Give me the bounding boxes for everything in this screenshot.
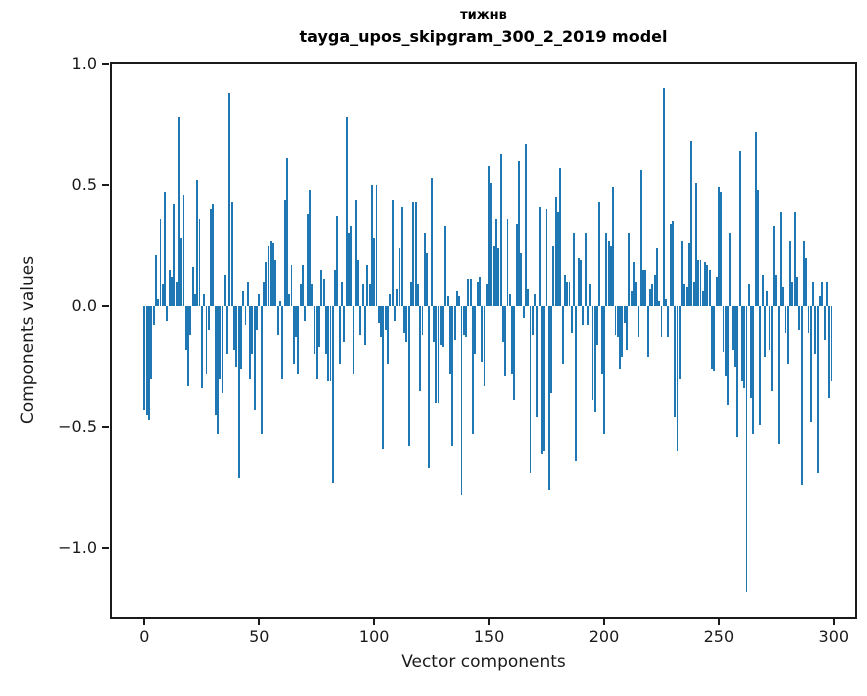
- y-tick-label: 1.0: [71, 54, 97, 73]
- x-tick-label: 300: [818, 627, 850, 646]
- y-tick-mark: [102, 184, 109, 186]
- x-tick-mark: [258, 618, 261, 625]
- chart-suptitle: тижнв: [460, 8, 507, 23]
- x-tick-mark: [603, 618, 605, 625]
- y-tick-mark: [102, 547, 109, 549]
- y-tick-mark: [102, 426, 109, 428]
- x-tick-label: 250: [703, 627, 735, 646]
- chart-title: tayga_upos_skipgram_300_2_2019 model: [299, 27, 668, 46]
- y-axis-label: Components values: [18, 255, 38, 425]
- y-tick-label: −0.5: [58, 417, 97, 436]
- y-tick-mark: [102, 63, 109, 65]
- x-tick-label: 150: [473, 627, 505, 646]
- plot-area: [110, 62, 857, 619]
- x-tick-mark: [488, 618, 491, 625]
- x-tick-mark: [717, 618, 720, 625]
- x-tick-label: 100: [358, 627, 390, 646]
- x-tick-mark: [832, 618, 835, 625]
- x-tick-label: 50: [249, 627, 270, 646]
- x-tick-mark: [143, 618, 146, 625]
- y-tick-label: 0.0: [71, 296, 97, 315]
- x-tick-mark: [373, 618, 376, 625]
- x-tick-label: 200: [588, 627, 620, 646]
- y-tick-mark: [102, 305, 109, 307]
- x-axis-label: Vector components: [401, 652, 566, 672]
- x-tick-label: 0: [139, 627, 150, 646]
- y-tick-label: −1.0: [58, 538, 97, 557]
- y-tick-label: 0.5: [71, 175, 97, 194]
